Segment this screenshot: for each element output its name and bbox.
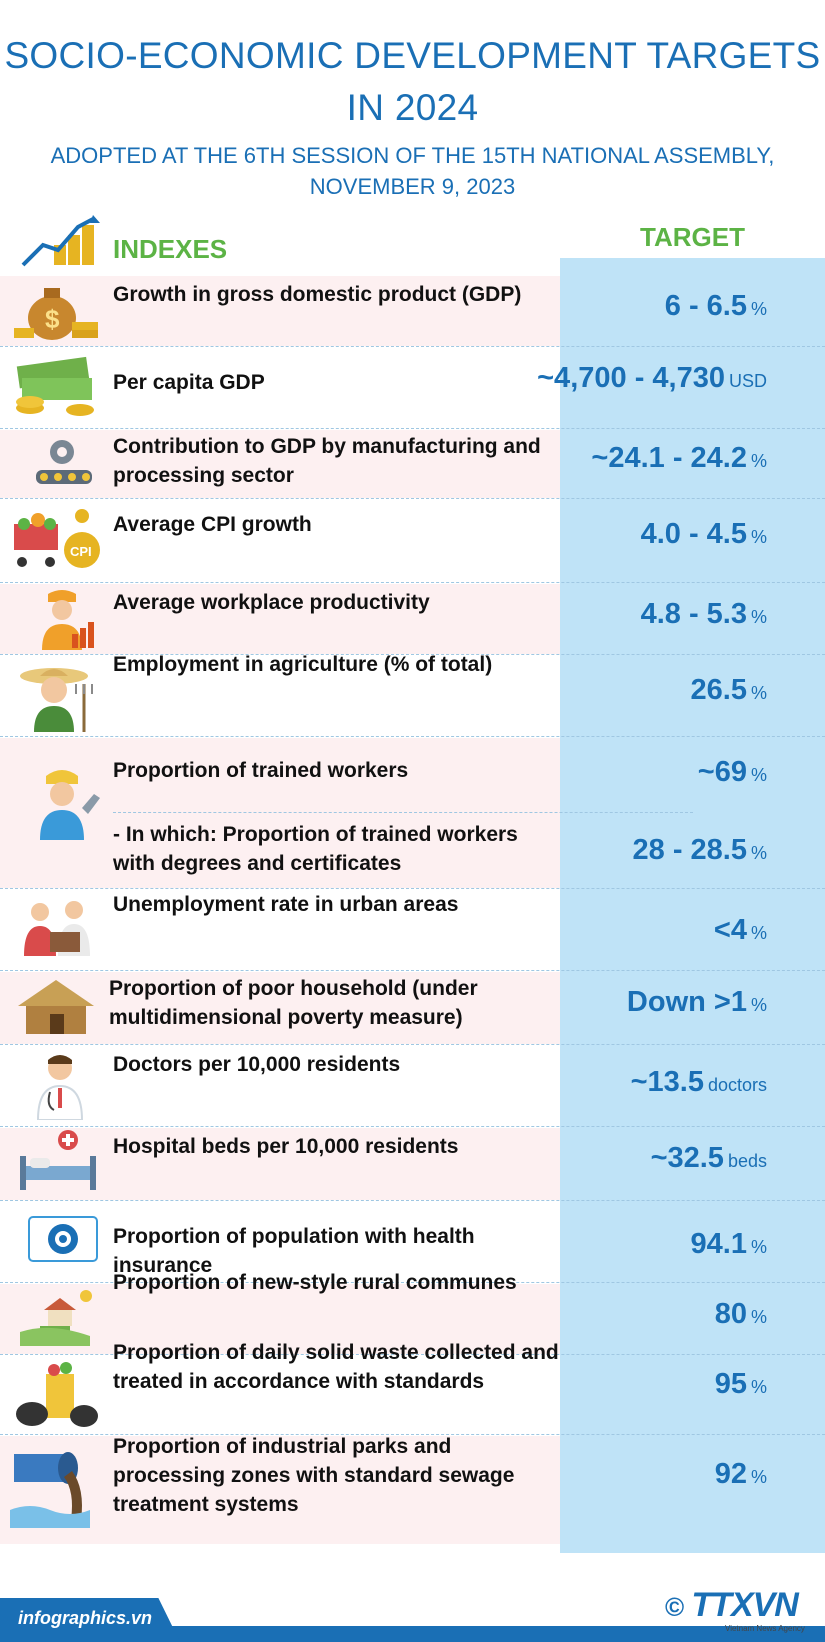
row-divider: [0, 582, 825, 583]
row-value: ~13.5 doctors: [630, 1066, 767, 1098]
money-bag-icon: $: [14, 288, 98, 340]
svg-text:CPI: CPI: [70, 544, 92, 559]
waste-bin-icon: [16, 1362, 98, 1427]
table-row: Employment in agriculture (% of total) 2…: [0, 653, 825, 736]
row-value: 4.8 - 5.3%: [640, 598, 767, 630]
row-divider: [0, 1282, 825, 1283]
worker-chart-icon: [42, 590, 94, 650]
subrow-divider: [113, 812, 693, 813]
target-column-background: [560, 258, 825, 1553]
table-row: Proportion of poor household (under mult…: [0, 972, 825, 1044]
row-divider: [0, 1126, 825, 1127]
agency-logo: © TTXVN Vietnam News Agency: [665, 1586, 805, 1633]
row-value: 92%: [714, 1458, 767, 1490]
row-label: Unemployment rate in urban areas: [113, 893, 459, 916]
row-divider: [0, 736, 825, 737]
shopping-cart-cpi-icon: CPI: [14, 509, 100, 568]
row-label: Doctors per 10,000 residents: [113, 1053, 401, 1076]
table-row: Per capita GDP ~4,700 - 4,730 USD: [0, 348, 825, 428]
row-label: Employment in agriculture (% of total): [113, 653, 493, 676]
row-value: ~24.1 - 24.2%: [591, 442, 767, 474]
row-divider: [0, 1354, 825, 1355]
row-value: 26.5%: [690, 674, 767, 706]
footer-site-badge: infographics.vn: [0, 1598, 180, 1642]
title-line-1: SOCIO-ECONOMIC DEVELOPMENT TARGETS: [4, 35, 821, 76]
footer-site-link[interactable]: infographics.vn: [18, 1608, 153, 1628]
table-row: Proportion of population with health ins…: [0, 1202, 825, 1282]
page-title: SOCIO-ECONOMIC DEVELOPMENT TARGETS IN 20…: [0, 30, 825, 134]
table-row: Contribution to GDP by manufacturing and…: [0, 430, 825, 498]
row-label: - In which: Proportion of trained worker…: [113, 823, 518, 875]
row-value: <4%: [713, 914, 767, 946]
row-divider: [0, 498, 825, 499]
row-value: ~4,700 - 4,730 USD: [537, 362, 767, 394]
table-row: Doctors per 10,000 residents ~13.5 doctor…: [0, 1046, 825, 1126]
hospital-bed-icon: [20, 1130, 96, 1190]
rural-house-icon: [20, 1290, 92, 1346]
agency-name: TTXVN: [691, 1586, 798, 1624]
row-divider: [0, 1434, 825, 1435]
row-value: 6 - 6.5%: [664, 290, 767, 322]
row-divider: [0, 654, 825, 655]
rising-coins-icon: [21, 215, 100, 267]
row-label: Proportion of daily solid waste collecte…: [113, 1341, 559, 1393]
row-value: 80%: [714, 1298, 767, 1330]
row-label: Proportion of poor household (under mult…: [109, 977, 478, 1029]
table-row-group: Proportion of trained workers ~69% - In …: [0, 738, 825, 888]
row-value: 4.0 - 4.5%: [640, 518, 767, 550]
doctor-icon: [36, 1055, 84, 1120]
table-row: Proportion of daily solid waste collecte…: [0, 1341, 825, 1434]
table-row: $ Growth in gross domestic product (GDP)…: [0, 276, 825, 346]
row-divider: [0, 428, 825, 429]
trained-worker-icon: [40, 770, 100, 840]
agency-subtitle: Vietnam News Agency: [725, 1624, 805, 1633]
table-row: Average workplace productivity 4.8 - 5.3…: [0, 584, 825, 654]
farmer-icon: [20, 668, 93, 732]
row-label: Average workplace productivity: [113, 591, 430, 614]
title-line-2: IN 2024: [346, 87, 479, 128]
row-value: 95%: [714, 1368, 767, 1400]
health-insurance-icon: [28, 1216, 98, 1262]
hut-icon: [18, 980, 94, 1034]
table-row: Proportion of new-style rural communes 8…: [0, 1271, 825, 1354]
sewage-pipe-icon: [10, 1452, 90, 1528]
row-divider: [0, 346, 825, 347]
row-label: Proportion of trained workers: [113, 759, 409, 782]
row-label: Growth in gross domestic product (GDP): [113, 283, 522, 306]
column-header-indexes: INDEXES: [113, 234, 228, 264]
row-value: ~32.5 beds: [650, 1142, 767, 1174]
row-value: 94.1%: [690, 1228, 767, 1260]
cash-stack-icon: [16, 356, 94, 416]
row-divider: [0, 1044, 825, 1045]
row-label: Average CPI growth: [113, 513, 312, 536]
table-row: Unemployment rate in urban areas <4%: [0, 890, 825, 970]
subtitle-line-2: NOVEMBER 9, 2023: [309, 174, 516, 199]
row-value: ~69%: [697, 756, 767, 788]
row-value: Down >1%: [626, 986, 767, 1018]
row-label: Proportion of population with health ins…: [113, 1225, 475, 1277]
row-label: Proportion of industrial parks and proce…: [113, 1435, 515, 1516]
row-label: Contribution to GDP by manufacturing and…: [113, 435, 541, 487]
table-row: Proportion of industrial parks and proce…: [0, 1435, 825, 1544]
row-value: 28 - 28.5%: [632, 834, 768, 866]
unemployed-people-icon: [24, 901, 90, 956]
row-divider: [0, 888, 825, 889]
row-label: Proportion of new-style rural communes: [113, 1271, 517, 1294]
row-label: Per capita GDP: [113, 371, 265, 394]
row-label: Hospital beds per 10,000 residents: [113, 1135, 459, 1158]
column-header-target: TARGET: [640, 222, 745, 252]
row-divider: [0, 1200, 825, 1201]
svg-text:$: $: [45, 304, 60, 334]
footer-bar: [0, 1626, 825, 1642]
table-row: Hospital beds per 10,000 residents ~32.5…: [0, 1128, 825, 1200]
copyright-symbol: ©: [665, 1592, 685, 1622]
row-divider: [0, 970, 825, 971]
subtitle-line-1: ADOPTED AT THE 6TH SESSION OF THE 15TH N…: [50, 143, 775, 168]
table-row: CPI Average CPI growth 4.0 - 4.5%: [0, 500, 825, 582]
factory-gear-icon: [36, 440, 92, 484]
page-subtitle: ADOPTED AT THE 6TH SESSION OF THE 15TH N…: [0, 140, 825, 202]
